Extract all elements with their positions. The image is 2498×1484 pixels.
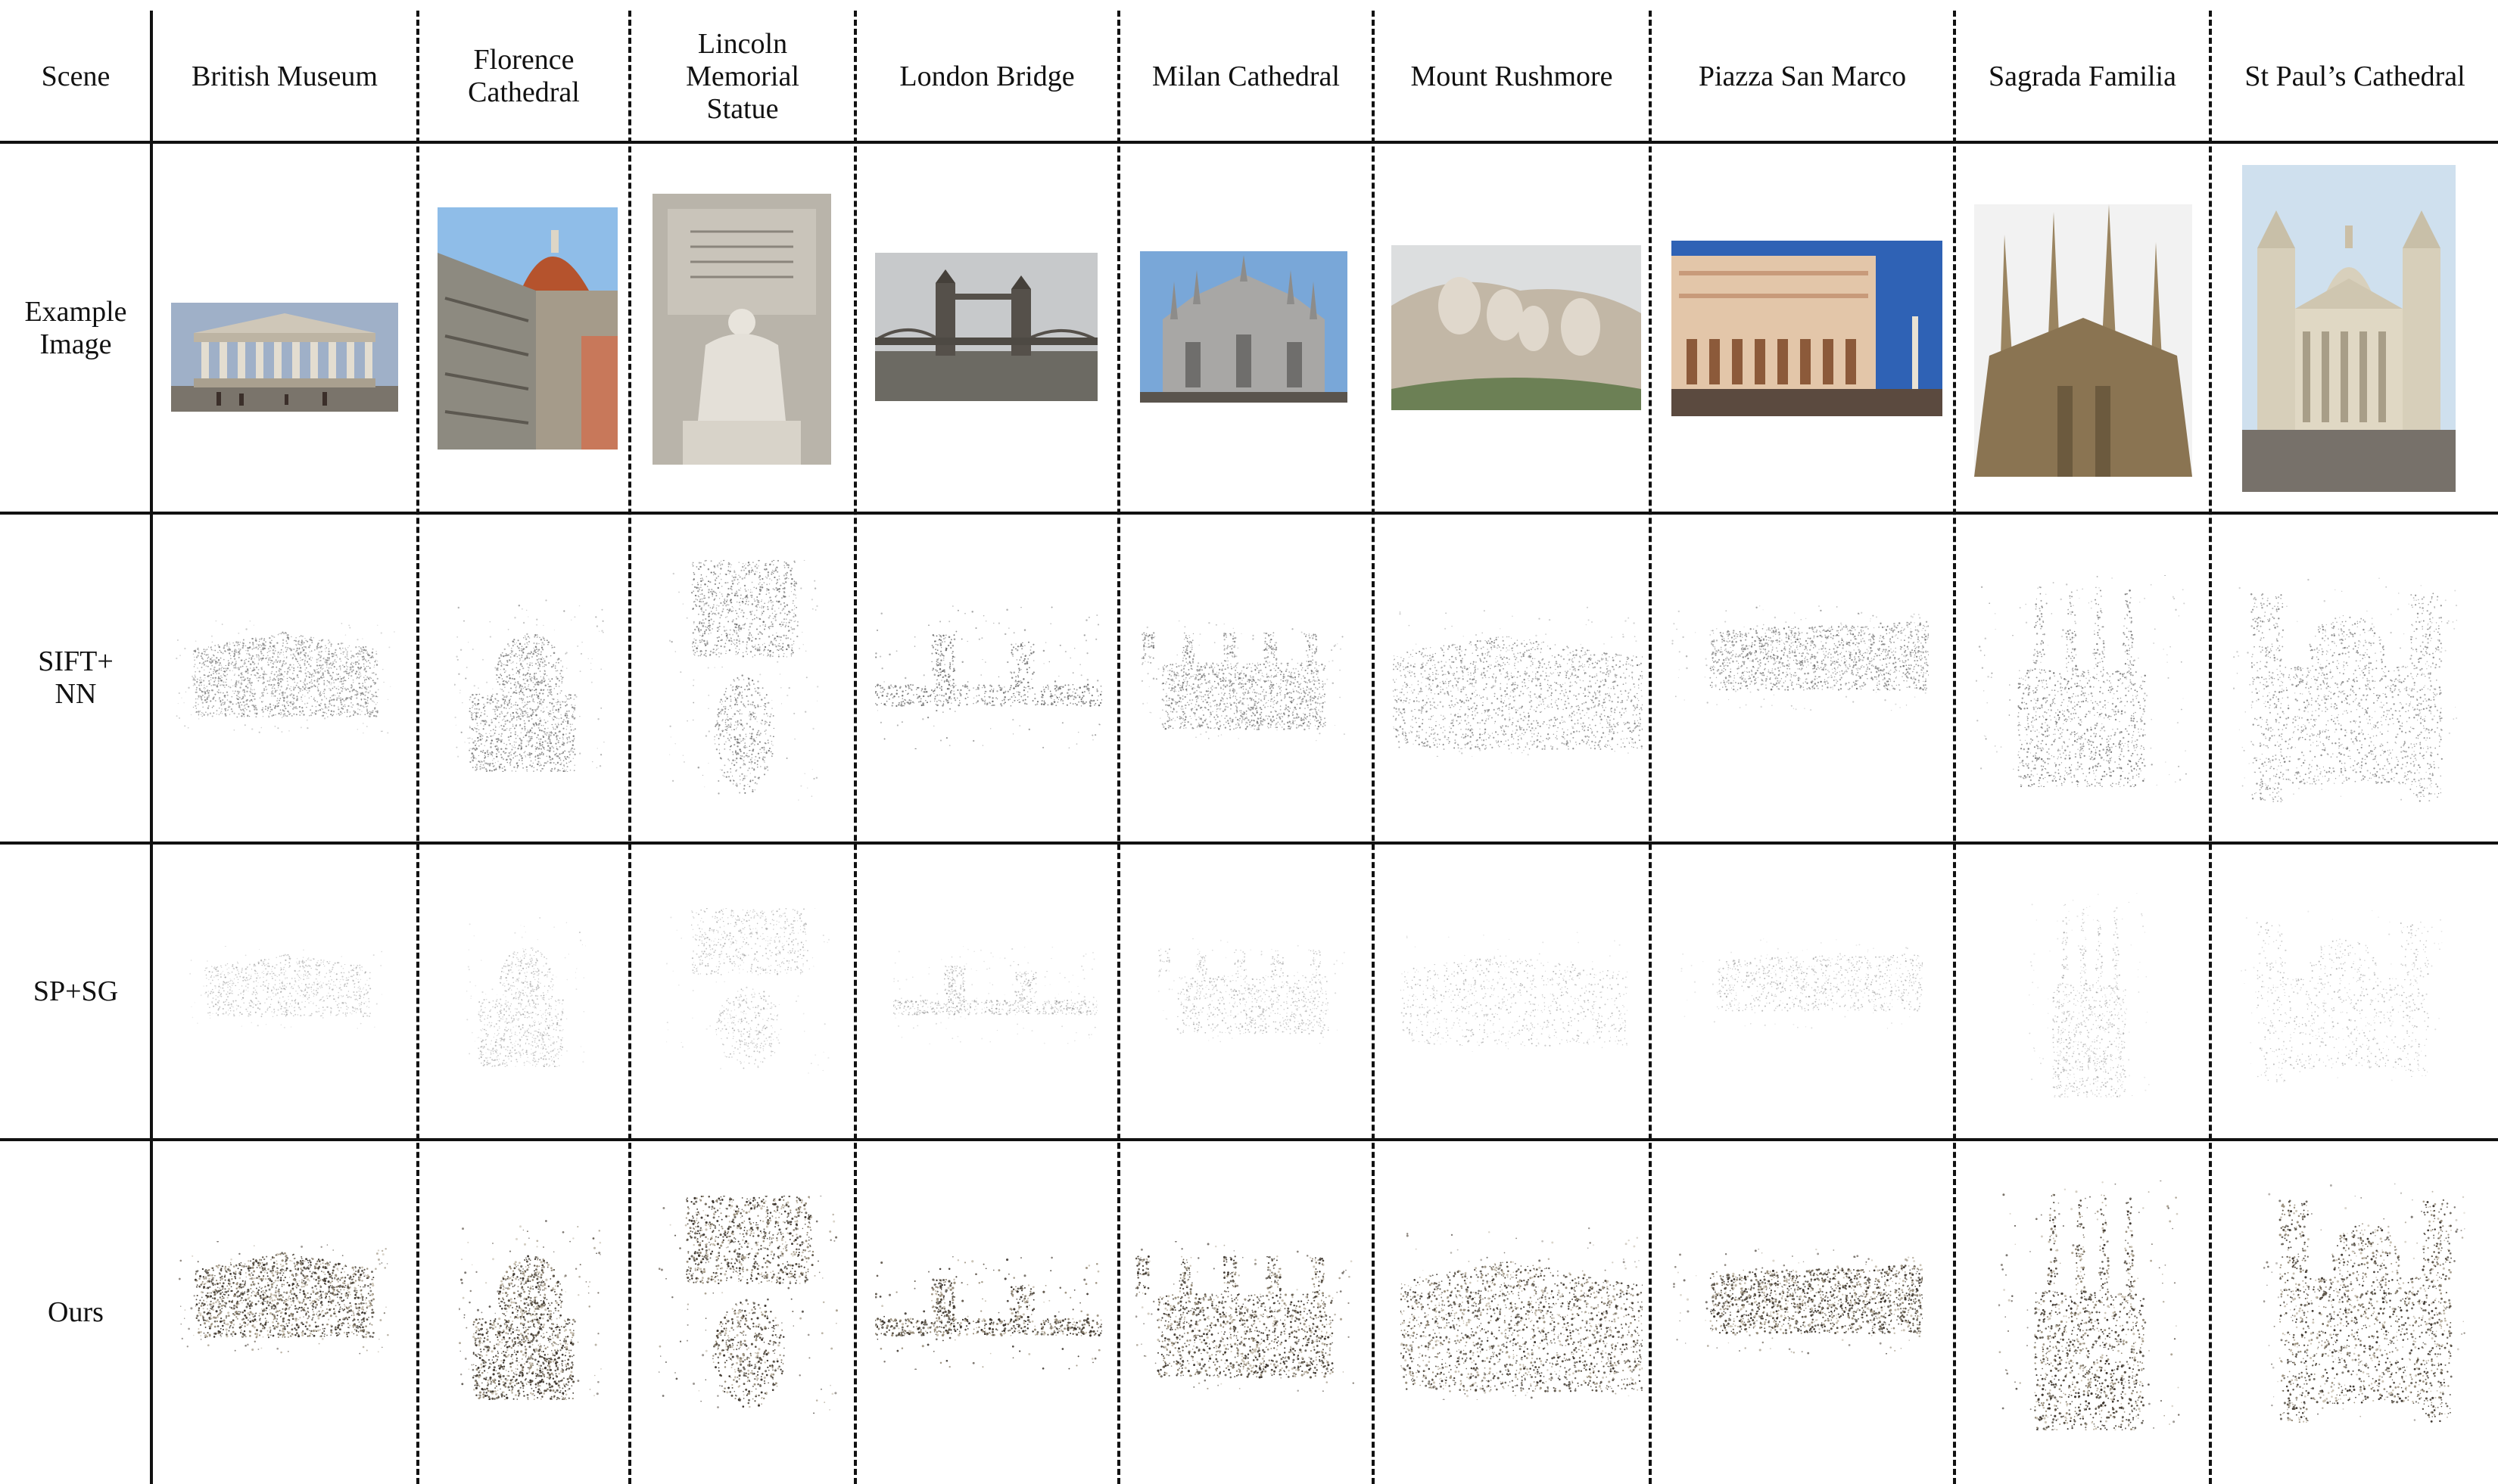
column-divider-3	[854, 11, 857, 1484]
example-photo-sagrada-familia	[1974, 204, 2192, 477]
column-header-mount-rushmore: Mount Rushmore	[1375, 11, 1649, 142]
point-cloud	[2233, 577, 2458, 802]
sift-nn-reconstruction-piazza-san-marco	[1671, 605, 1929, 711]
scene-header: Scene	[0, 11, 151, 142]
point-cloud	[176, 621, 395, 734]
ours-reconstruction-milan-cathedral	[1135, 1241, 1355, 1392]
column-divider-5	[1372, 11, 1375, 1484]
point-cloud	[2263, 1183, 2465, 1423]
column-divider-4	[1117, 11, 1120, 1484]
point-cloud	[1135, 1241, 1354, 1392]
sift-nn-reconstruction-florence-cathedral	[454, 598, 606, 772]
ours-reconstruction-london-bridge	[875, 1256, 1102, 1370]
example-photo-lincoln-memorial	[653, 194, 831, 465]
sift-nn-reconstruction-st-pauls-cathedral	[2233, 575, 2460, 802]
point-cloud	[454, 599, 605, 772]
point-cloud	[875, 1256, 1102, 1370]
sift-nn-reconstruction-london-bridge	[875, 605, 1102, 749]
point-cloud	[1142, 621, 1345, 742]
point-cloud	[666, 908, 830, 1074]
column-header-st-pauls-cathedral: St Paul’s Cathedral	[2212, 11, 2498, 142]
example-photo-milan-cathedral	[1140, 251, 1347, 403]
column-header-london-bridge: London Bridge	[857, 11, 1117, 142]
ours-reconstruction-st-pauls-cathedral	[2263, 1181, 2468, 1423]
row-label-sift-nn: SIFT+ NN	[0, 515, 151, 842]
row-divider-3	[0, 1138, 2498, 1141]
sp-sg-reconstruction-piazza-san-marco	[1680, 938, 1923, 1029]
point-cloud	[1393, 606, 1643, 757]
point-cloud	[1671, 605, 1929, 711]
point-cloud	[189, 946, 383, 1029]
header-divider	[0, 141, 2498, 144]
row-label-sp-sg: SP+SG	[0, 845, 151, 1138]
sp-sg-reconstruction-milan-cathedral	[1158, 938, 1347, 1044]
sp-sg-reconstruction-mount-rushmore	[1400, 931, 1627, 1052]
point-cloud	[459, 1220, 602, 1400]
column-header-british-museum: British Museum	[153, 11, 416, 142]
ours-reconstruction-sagrada-familia	[1998, 1181, 2180, 1430]
point-cloud	[1400, 932, 1627, 1052]
example-photo-florence-cathedral	[438, 207, 618, 450]
column-header-florence-cathedral: Florence Cathedral	[419, 11, 628, 142]
column-header-lincoln-memorial-statue: Lincoln Memorial Statue	[631, 11, 854, 142]
point-cloud	[1998, 1181, 2180, 1430]
example-photo-british-museum	[171, 303, 398, 412]
point-cloud	[1680, 938, 1923, 1029]
example-photo-piazza-san-marco	[1671, 241, 1942, 416]
point-cloud	[466, 916, 587, 1067]
point-cloud	[2029, 893, 2150, 1097]
point-cloud	[179, 1241, 389, 1355]
column-header-sagrada-familia: Sagrada Familia	[1956, 11, 2209, 142]
point-cloud	[669, 560, 819, 801]
column-divider-2	[628, 11, 631, 1484]
label-column-divider	[150, 11, 153, 1484]
example-photo-mount-rushmore	[1391, 245, 1641, 410]
example-photo-st-pauls-cathedral	[2242, 165, 2456, 492]
ours-reconstruction-mount-rushmore	[1400, 1226, 1643, 1400]
point-cloud	[875, 605, 1102, 749]
column-divider-1	[416, 11, 419, 1484]
point-cloud	[1158, 938, 1345, 1044]
column-divider-7	[1953, 11, 1956, 1484]
point-cloud	[2241, 910, 2443, 1082]
sp-sg-reconstruction-british-museum	[189, 946, 386, 1029]
point-cloud	[1976, 575, 2187, 787]
point-cloud	[893, 946, 1098, 1044]
ours-reconstruction-florence-cathedral	[459, 1218, 603, 1400]
sift-nn-reconstruction-lincoln-memorial	[669, 560, 821, 802]
example-photo-london-bridge	[875, 253, 1098, 401]
sift-nn-reconstruction-sagrada-familia	[1976, 575, 2188, 787]
sift-nn-reconstruction-milan-cathedral	[1142, 621, 1346, 742]
point-cloud	[1400, 1227, 1643, 1400]
row-divider-1	[0, 512, 2498, 515]
column-divider-8	[2209, 11, 2212, 1484]
column-divider-6	[1649, 11, 1652, 1484]
sp-sg-reconstruction-st-pauls-cathedral	[2241, 908, 2445, 1082]
column-header-milan-cathedral: Milan Cathedral	[1120, 11, 1372, 142]
sp-sg-reconstruction-sagrada-familia	[2029, 893, 2150, 1097]
ours-reconstruction-lincoln-memorial	[659, 1196, 840, 1415]
sift-nn-reconstruction-mount-rushmore	[1393, 605, 1643, 757]
point-cloud	[1673, 1249, 1923, 1355]
row-label-ours: Ours	[0, 1141, 151, 1484]
sp-sg-reconstruction-lincoln-memorial	[666, 908, 833, 1075]
ours-reconstruction-piazza-san-marco	[1673, 1249, 1923, 1355]
sp-sg-reconstruction-london-bridge	[893, 946, 1098, 1044]
column-header-piazza-san-marco: Piazza San Marco	[1652, 11, 1953, 142]
sp-sg-reconstruction-florence-cathedral	[466, 916, 587, 1067]
point-cloud	[659, 1196, 838, 1414]
row-label-example-image: Example Image	[0, 145, 151, 512]
sift-nn-reconstruction-british-museum	[176, 621, 395, 734]
row-divider-2	[0, 842, 2498, 845]
ours-reconstruction-british-museum	[179, 1241, 391, 1355]
